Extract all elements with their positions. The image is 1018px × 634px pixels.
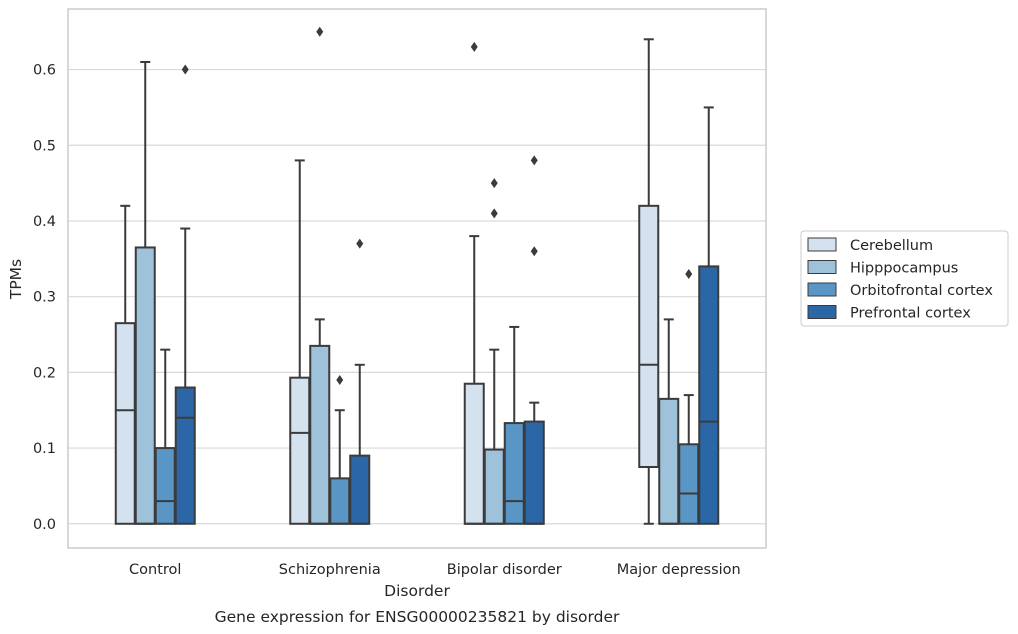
box-major-depression-hipppocampus — [658, 318, 680, 525]
outlier-point — [530, 246, 538, 257]
x-axis-label: Disorder — [384, 582, 450, 600]
box-control-hipppocampus — [134, 60, 156, 525]
box-major-depression-prefrontal-cortex — [698, 106, 720, 525]
x-tick-label: Schizophrenia — [279, 562, 381, 578]
box-body — [134, 246, 156, 525]
box-body — [289, 376, 311, 525]
box-body — [463, 382, 485, 525]
y-tick-label: 0.4 — [33, 214, 56, 230]
x-tick-label: Major depression — [617, 562, 741, 578]
legend-entry-label: Cerebellum — [850, 238, 933, 254]
box-body — [329, 477, 351, 525]
y-tick-label: 0.1 — [33, 441, 56, 457]
x-tick-label: Bipolar disorder — [447, 562, 562, 578]
box-body — [349, 454, 371, 525]
box-body — [309, 344, 331, 525]
box-schizophrenia-hipppocampus — [309, 26, 331, 525]
box-bipolar-disorder-cerebellum — [463, 41, 485, 525]
y-tick-label: 0.0 — [33, 517, 56, 533]
outlier-point — [181, 64, 189, 75]
boxes — [114, 26, 720, 525]
outlier-point — [336, 374, 344, 385]
box-body — [638, 204, 660, 468]
x-tick-label: Control — [129, 562, 181, 578]
outlier-point — [490, 178, 498, 189]
box-bipolar-disorder-orbitofrontal-cortex — [503, 325, 525, 525]
y-tick-label: 0.6 — [33, 63, 56, 79]
y-axis-label: TPMs — [7, 259, 25, 300]
y-tick-label: 0.5 — [33, 138, 56, 154]
legend-swatch — [807, 282, 837, 297]
y-tick-label: 0.3 — [33, 290, 56, 306]
box-control-orbitofrontal-cortex — [154, 348, 176, 525]
x-tick-labels: Control Schizophrenia Bipolar disorder Majo… — [129, 562, 741, 578]
outlier-point — [316, 26, 324, 37]
y-tick-labels: 0.0 0.1 0.2 0.3 0.4 0.5 0.6 — [33, 63, 56, 533]
box-body — [678, 443, 700, 525]
box-body — [154, 447, 176, 525]
legend-swatch — [807, 260, 837, 274]
outlier-point — [530, 155, 538, 166]
legend: Cerebellum Hipppocampus Orbitofrontal cort… — [800, 230, 1009, 327]
box-major-depression-orbitofrontal-cortex — [678, 268, 700, 525]
y-tick-label: 0.2 — [33, 365, 56, 381]
box-bipolar-disorder-hipppocampus — [483, 178, 505, 525]
legend-entry-label: Orbitofrontal cortex — [850, 283, 993, 299]
legend-swatch — [807, 237, 837, 252]
box-body — [658, 397, 680, 525]
legend-entry-label: Hipppocampus — [850, 261, 958, 277]
box-control-prefrontal-cortex — [174, 64, 196, 525]
box-body — [114, 322, 136, 525]
box-body — [483, 448, 505, 525]
plot-frame — [67, 8, 767, 549]
box-schizophrenia-prefrontal-cortex — [349, 238, 371, 525]
legend-entry-label: Prefrontal cortex — [850, 306, 971, 322]
box-control-cerebellum — [114, 204, 136, 525]
box-body — [523, 420, 545, 525]
outlier-point — [470, 41, 478, 52]
legend-swatch — [807, 305, 837, 319]
box-body — [698, 265, 720, 525]
chart-caption: Gene expression for ENSG00000235821 by d… — [215, 608, 620, 626]
legend-frame — [800, 230, 1009, 327]
box-body — [503, 422, 525, 525]
outlier-point — [490, 208, 498, 219]
outlier-point — [356, 238, 364, 249]
box-bipolar-disorder-prefrontal-cortex — [523, 155, 545, 525]
box-major-depression-cerebellum — [638, 38, 660, 525]
box-schizophrenia-cerebellum — [289, 159, 311, 525]
box-body — [174, 386, 196, 525]
outlier-point — [685, 268, 693, 279]
box-schizophrenia-orbitofrontal-cortex — [329, 374, 351, 525]
